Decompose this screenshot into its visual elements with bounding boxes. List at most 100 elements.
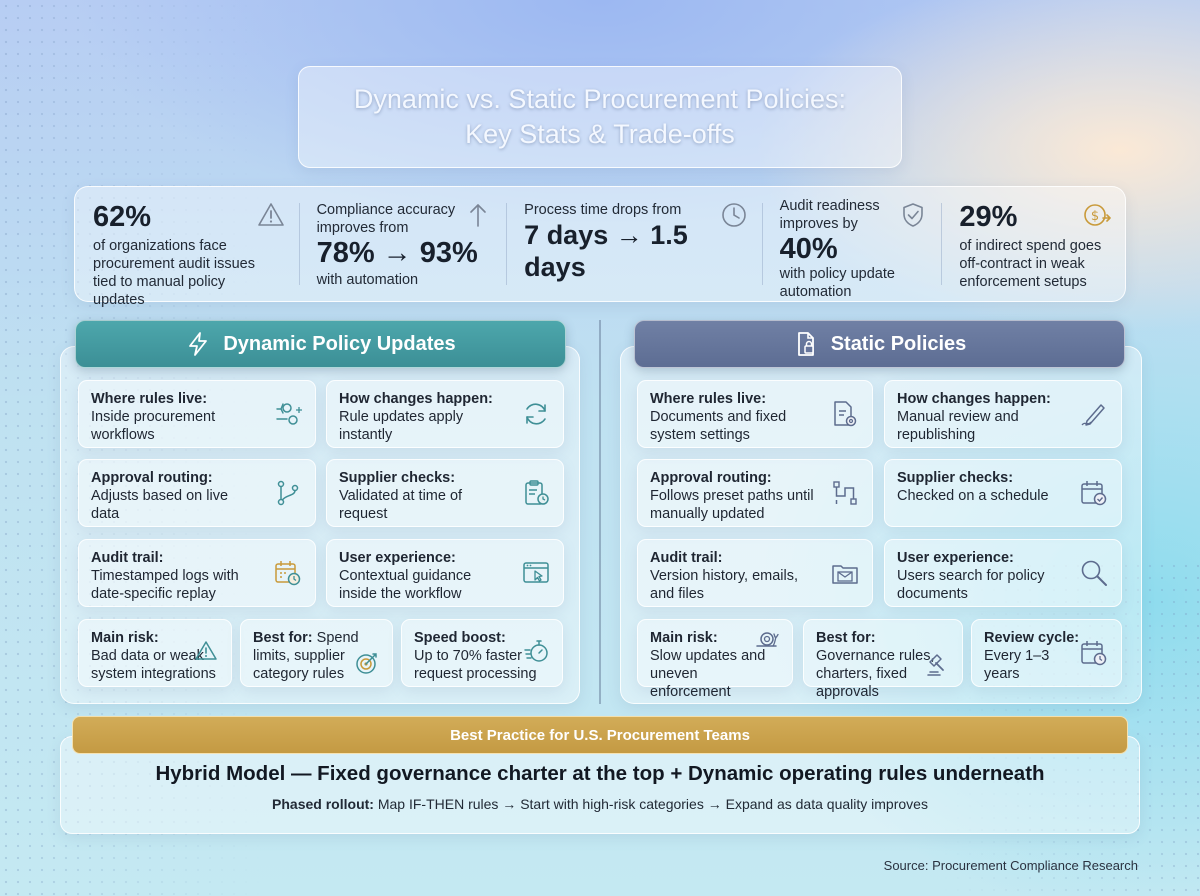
snail-icon	[756, 632, 779, 647]
static-card-how-changes-happen: How changes happen: Manual review and re…	[884, 380, 1122, 448]
card-label: Main risk:	[650, 630, 718, 646]
stat-pre-text: Process time drops from	[524, 202, 682, 218]
svg-text:$: $	[1091, 209, 1099, 224]
document-gear-icon	[834, 401, 857, 427]
card-text: Up to 70% faster request processing	[414, 648, 537, 682]
card-text: Spend limits, supplier category rules	[253, 630, 359, 682]
card-label: Speed boost:	[414, 630, 506, 646]
warning-triangle-icon	[257, 203, 284, 226]
stat-pre-text: Compliance accuracy improves from	[316, 202, 456, 236]
pen-hand-icon	[1081, 404, 1105, 426]
preset-path-icon	[833, 481, 857, 505]
dynamic-card-where-rules-live: Where rules live: Inside procurement wor…	[78, 380, 316, 448]
document-lock-icon	[797, 332, 814, 356]
card-label: Best for:	[816, 630, 876, 646]
dynamic-card-main-risk: Main risk: Bad data or weak system integ…	[78, 619, 232, 687]
card-label: Where rules live:	[650, 391, 767, 407]
source-note: Source: Procurement Compliance Research	[883, 858, 1138, 873]
card-text: Version history, emails, and files	[650, 568, 799, 602]
browser-cursor-icon	[523, 562, 549, 583]
dynamic-card-user-experience: User experience: Contextual guidance ins…	[326, 539, 564, 607]
stat-value: 29%	[959, 201, 1018, 233]
card-label: User experience:	[339, 550, 456, 566]
card-label: Main risk:	[91, 630, 159, 646]
stat-audit-readiness: Audit readiness improves by 40% with pol…	[761, 187, 942, 301]
folder-mail-icon	[832, 565, 858, 584]
card-label: Where rules live:	[91, 391, 208, 407]
card-text: Bad data or weak system integrations	[91, 648, 216, 682]
dollar-arrow-icon: $	[1084, 204, 1111, 226]
branch-icon	[277, 480, 299, 506]
card-text: Adjusts based on live data	[91, 488, 229, 522]
card-text: Checked on a schedule	[897, 488, 1049, 504]
stat-text: of organizations face procurement audit …	[93, 238, 255, 308]
lightning-icon	[189, 332, 208, 356]
rollout-label: Phased rollout:	[272, 796, 374, 812]
dynamic-card-audit-trail: Audit trail: Timestamped logs with date-…	[78, 539, 316, 607]
static-card-main-risk: Main risk: Slow updates and uneven enfor…	[637, 619, 793, 700]
calendar-check-icon	[1081, 481, 1107, 506]
clipboard-clock-icon	[525, 480, 549, 505]
stat-text: with automation	[316, 272, 419, 288]
gavel-icon	[927, 654, 944, 676]
stat-audit-issues: 62% of organizations face procurement au…	[75, 187, 299, 308]
static-card-best-for: Best for: Governance rules, charters, fi…	[803, 619, 963, 700]
dynamic-card-how-changes-happen: How changes happen: Rule updates apply i…	[326, 380, 564, 448]
static-card-user-experience: User experience: Users search for policy…	[884, 539, 1122, 607]
card-label: Review cycle:	[984, 630, 1080, 646]
card-text: Contextual guidance inside the workflow	[339, 568, 472, 602]
card-label: Audit trail:	[91, 550, 164, 566]
calendar-clock-icon	[275, 561, 301, 586]
stat-value: 78% → 93%	[316, 237, 478, 269]
best-practice-sub: Phased rollout: Map IF-THEN rules → Star…	[60, 796, 1140, 812]
dynamic-panel	[60, 346, 580, 704]
shield-check-icon	[903, 203, 924, 227]
static-card-where-rules-live: Where rules live: Documents and fixed sy…	[637, 380, 873, 448]
card-label: Supplier checks:	[339, 470, 456, 486]
card-text: Users search for policy documents	[897, 568, 1045, 602]
card-text: Rule updates apply instantly	[339, 409, 464, 443]
card-label: Audit trail:	[650, 550, 723, 566]
stat-pre-text: Audit readiness improves by	[779, 198, 880, 232]
card-text: Documents and fixed system settings	[650, 409, 787, 443]
static-panel-header: Static Policies	[634, 320, 1125, 368]
stat-process-time: Process time drops from 7 days → 1.5 day…	[506, 187, 762, 301]
card-label: How changes happen:	[897, 391, 1051, 407]
dynamic-heading: Dynamic Policy Updates	[223, 332, 456, 355]
card-text: Slow updates and uneven enforcement	[650, 648, 766, 700]
card-label: Approval routing:	[650, 470, 772, 486]
card-text: Follows preset paths until manually upda…	[650, 488, 814, 522]
stat-compliance-accuracy: Compliance accuracy improves from 78% → …	[298, 187, 507, 301]
workflow-gears-icon	[276, 403, 302, 425]
dynamic-card-approval-routing: Approval routing: Adjusts based on live …	[78, 459, 316, 527]
stat-value: 62%	[93, 201, 152, 233]
stopwatch-icon	[524, 640, 548, 662]
best-practice-main: Hybrid Model — Fixed governance charter …	[155, 762, 1045, 785]
title-line-2: Key Stats & Trade-offs	[465, 119, 735, 149]
static-card-supplier-checks: Supplier checks: Checked on a schedule	[884, 459, 1122, 527]
card-label: User experience:	[897, 550, 1014, 566]
title-card: Dynamic vs. Static Procurement Policies:…	[298, 66, 902, 168]
card-text: Manual review and republishing	[897, 409, 1019, 443]
magnifier-icon	[1081, 560, 1107, 586]
static-heading: Static Policies	[830, 332, 967, 355]
refresh-icon	[526, 403, 546, 425]
card-label: Approval routing:	[91, 470, 213, 486]
title-line-1: Dynamic vs. Static Procurement Policies:	[353, 84, 847, 114]
stat-value: 7 days → 1.5 days	[524, 220, 688, 282]
arrow-up-icon	[470, 204, 486, 227]
calendar-clock-icon	[1081, 641, 1107, 666]
warning-icon	[195, 641, 217, 660]
card-text: Governance rules, charters, fixed approv…	[816, 648, 935, 700]
stat-value: 40%	[779, 233, 838, 265]
card-label: Supplier checks:	[897, 470, 1014, 486]
dynamic-card-best-for: Best for: Spend limits, supplier categor…	[240, 619, 393, 687]
card-text: Timestamped logs with date-specific repl…	[91, 568, 239, 602]
best-practice-header: Best Practice for U.S. Procurement Teams	[72, 716, 1128, 754]
card-text: Validated at time of request	[339, 488, 463, 522]
dynamic-card-speed-boost: Speed boost: Up to 70% faster request pr…	[401, 619, 563, 687]
target-icon	[356, 653, 377, 674]
card-label: How changes happen:	[339, 391, 493, 407]
clock-icon	[721, 203, 746, 227]
center-divider	[599, 320, 601, 704]
